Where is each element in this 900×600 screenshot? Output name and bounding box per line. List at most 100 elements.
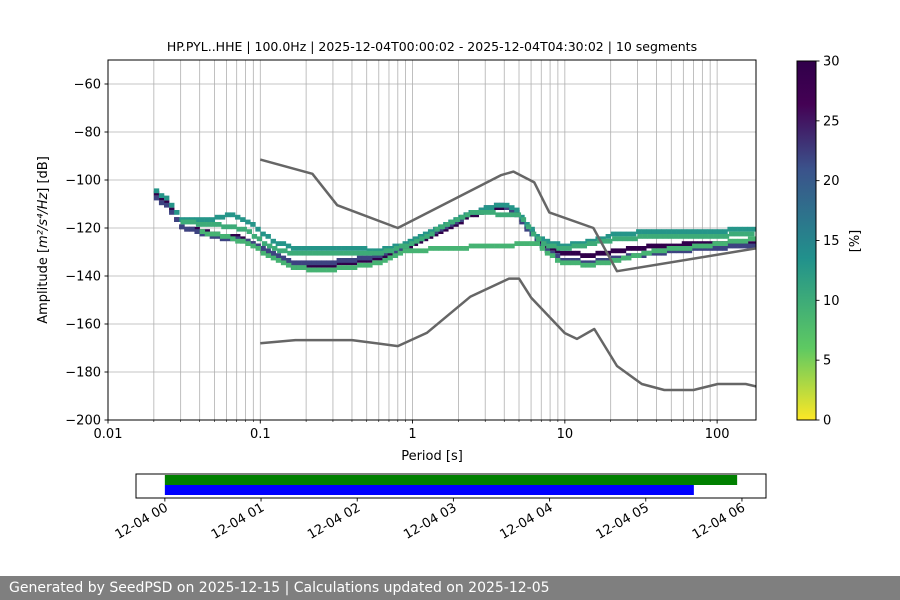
psd-cell	[438, 246, 444, 251]
psd-cell	[291, 265, 297, 270]
nhnm-line	[259, 158, 756, 273]
psd-cell	[696, 229, 703, 234]
psd-cell	[321, 246, 327, 251]
psd-cell	[240, 238, 246, 244]
psd-cell	[499, 202, 505, 208]
psd-cell	[367, 255, 373, 261]
psd-cell	[463, 246, 470, 251]
psd-cell	[646, 243, 652, 249]
psd-cell	[641, 250, 647, 256]
psd-cell	[153, 195, 160, 201]
psd-cell	[580, 262, 586, 268]
psd-cell	[676, 229, 683, 234]
timeline-frame-border	[135, 473, 767, 499]
psd-cell	[556, 246, 562, 251]
psd-cell	[287, 250, 293, 256]
psd-cell	[245, 241, 251, 246]
psd-cell	[199, 229, 206, 234]
psd-cell	[494, 243, 500, 249]
psd-cell	[620, 231, 627, 237]
psd-cell	[363, 250, 369, 256]
psd-cell	[752, 236, 756, 242]
psd-cell	[551, 243, 557, 249]
psd-cell	[387, 250, 393, 256]
psd-cell	[463, 214, 469, 220]
psd-cell	[546, 243, 552, 249]
psd-cell	[362, 262, 368, 268]
psd-cell	[683, 234, 689, 239]
psd-cell	[585, 253, 591, 258]
psd-cell	[529, 226, 535, 232]
x-tick-label: 10	[557, 427, 574, 442]
y-axis-label-unit: m²/s⁴/Hz	[36, 192, 51, 248]
psd-cell	[412, 236, 419, 242]
psd-cell	[661, 229, 667, 234]
psd-cell	[307, 250, 313, 256]
y-tick-label: −180	[65, 366, 101, 381]
psd-cell	[752, 243, 756, 249]
psd-cell	[158, 193, 165, 198]
psd-cell	[737, 226, 743, 232]
psd-cell	[742, 226, 749, 232]
psd-cell	[749, 231, 755, 237]
psd-cell	[723, 234, 730, 239]
psd-cell	[541, 241, 547, 246]
psd-cell	[272, 246, 278, 251]
psd-cell	[554, 241, 561, 246]
psd-cell	[667, 234, 674, 239]
psd-cell	[525, 224, 532, 230]
psd-cell	[454, 217, 461, 222]
psd-cell	[358, 250, 364, 256]
psd-cell	[646, 250, 652, 256]
psd-cell	[459, 214, 466, 220]
psd-cell	[209, 217, 216, 222]
psd-cell	[625, 231, 632, 237]
psd-cell	[351, 246, 358, 251]
psd-cell	[742, 238, 749, 244]
x-tick-label: 0.01	[94, 427, 123, 442]
psd-cell	[641, 246, 647, 251]
psd-cell	[627, 236, 633, 242]
timeline-tick-label: 12-04 00	[113, 500, 171, 542]
psd-cell	[630, 246, 637, 251]
psd-cell	[590, 262, 596, 268]
timeline-bar	[164, 475, 738, 485]
psd-cell	[686, 246, 693, 251]
psd-cell	[412, 248, 419, 254]
psd-cell	[737, 243, 743, 249]
x-tick-label: 0.1	[250, 427, 271, 442]
psd-cell	[225, 234, 231, 239]
psd-cell	[752, 226, 756, 232]
psd-cell	[280, 241, 287, 246]
psd-cell	[275, 241, 282, 246]
psd-cell	[636, 253, 642, 258]
psd-cell	[570, 260, 576, 266]
psd-cell	[595, 250, 601, 256]
psd-cell	[306, 260, 312, 266]
psd-cell	[625, 246, 632, 251]
y-tick-label: −120	[65, 222, 101, 237]
psd-cell	[277, 248, 283, 254]
psd-cell	[686, 229, 693, 234]
colorbar-tick-label: 0	[823, 414, 831, 429]
footer-bar: Generated by SeedPSD on 2025-12-15 | Cal…	[0, 576, 900, 600]
psd-cell	[230, 236, 236, 242]
psd-cell	[490, 210, 496, 215]
y-tick-label: −60	[74, 78, 101, 93]
psd-cell	[535, 236, 542, 242]
psd-cell	[346, 246, 353, 251]
psd-cell	[235, 214, 241, 220]
psd-cell	[656, 250, 662, 256]
psd-cell	[549, 253, 556, 258]
psd-cell	[605, 260, 612, 266]
psd-cell	[529, 241, 536, 246]
psd-cell	[591, 241, 598, 246]
psd-cell	[280, 260, 287, 266]
psd-cell	[575, 260, 581, 266]
psd-cell	[270, 250, 276, 256]
psd-cell	[331, 260, 337, 266]
psd-cell	[312, 250, 319, 256]
y-axis-label: Amplitude [m²/s⁴/Hz] [dB]	[36, 156, 51, 324]
psd-cell	[617, 236, 623, 242]
psd-cell	[555, 258, 561, 263]
